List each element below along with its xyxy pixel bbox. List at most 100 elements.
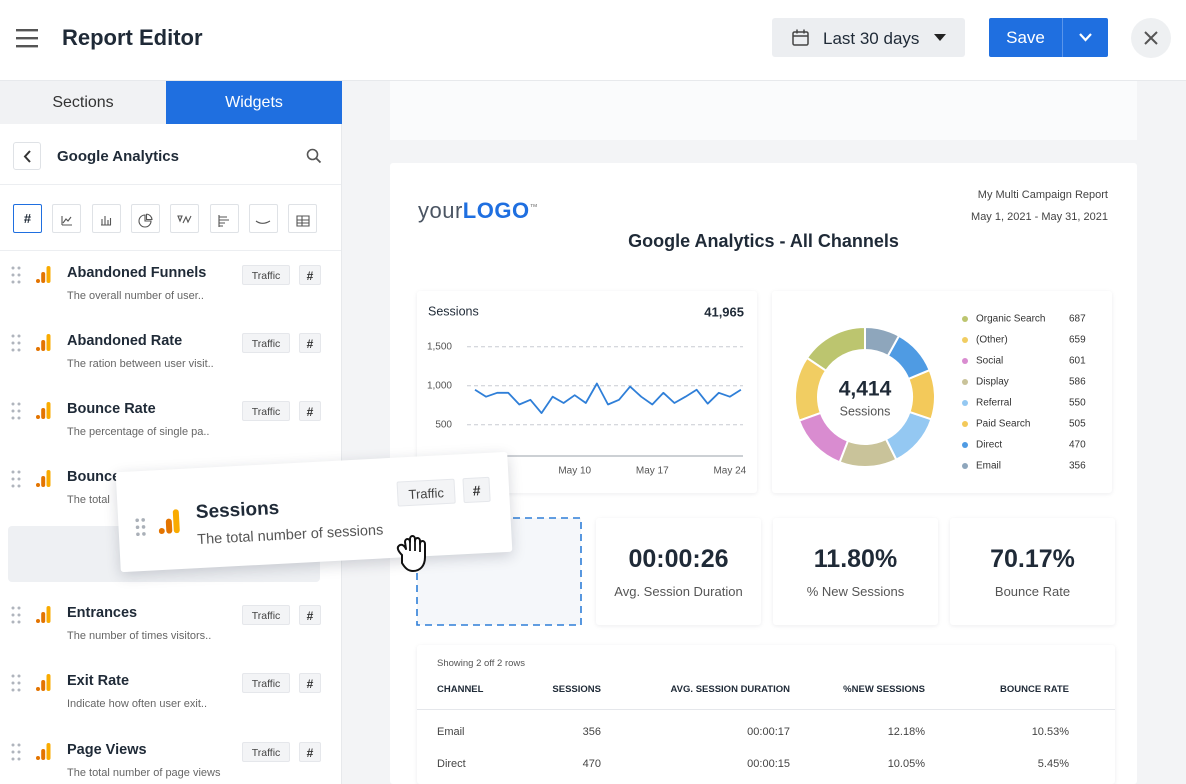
bars (36, 470, 51, 487)
widget-type-button[interactable] (91, 204, 121, 233)
type-icon (296, 215, 310, 227)
bars (36, 674, 51, 691)
y-tick-label: 1,000 (427, 380, 452, 391)
tab[interactable]: Sections (0, 81, 166, 124)
widget-tag: Traffic (242, 605, 290, 625)
widget-title: Page Views (67, 742, 147, 758)
legend-label: Paid Search (976, 419, 1030, 430)
column-header: CHANNEL (437, 684, 484, 695)
analytics-icon (158, 509, 180, 534)
widget-type-button[interactable] (248, 204, 278, 233)
search-icon[interactable] (306, 148, 322, 164)
separator (0, 184, 341, 185)
legend-swatch (962, 400, 968, 406)
previous-section (390, 81, 1137, 140)
drag-handle (11, 402, 21, 420)
widget-title: Sessions (195, 497, 280, 524)
bars (36, 743, 51, 760)
donut-slice (864, 325, 901, 358)
date-range-label: Last 30 days (823, 29, 920, 48)
analytics-icon (36, 402, 51, 419)
widget-type-toolbar: # (0, 204, 341, 234)
legend-value: 601 (1069, 356, 1086, 367)
close-icon (1144, 31, 1158, 45)
channels-table: Showing 2 off 2 rows CHANNEL SESSIONS AVG.… (417, 645, 1115, 784)
save-label: Save (1006, 28, 1045, 47)
bars (36, 606, 51, 623)
widget-description: The overall number of user.. (67, 290, 204, 302)
dots (11, 743, 21, 761)
legend-label: Direct (976, 440, 1002, 451)
legend-swatch (962, 463, 968, 469)
drag-handle (11, 606, 21, 624)
donut-slice (794, 356, 828, 422)
table-cell: 12.18% (887, 726, 925, 738)
dragged-widget[interactable]: Sessions The total number of sessions Tr… (115, 451, 513, 573)
widget-type-button[interactable] (52, 204, 82, 233)
icon-holder (59, 211, 75, 227)
report-date-range: May 1, 2021 - May 31, 2021 (971, 211, 1108, 223)
drag-handle (11, 334, 21, 352)
donut-total: 4,414 (839, 378, 892, 401)
widget-description: The total number of page views (67, 767, 221, 779)
drag-handle (11, 743, 21, 761)
drag-handle (135, 518, 146, 537)
widget-type-button[interactable] (170, 204, 200, 233)
legend-label: Referral (976, 398, 1012, 409)
legend-swatch (962, 379, 968, 385)
table-cell: 10.53% (1031, 726, 1069, 738)
sessions-chart: Sessions 41,965 500 1,000 1,500 May 10 May 1… (427, 304, 747, 477)
icon-holder (137, 211, 153, 228)
back-button[interactable] (13, 142, 41, 170)
widget-title: Abandoned Rate (67, 333, 183, 349)
widget-badge: # (299, 605, 321, 625)
top-bar: Report Editor Last 30 days Save (0, 0, 1186, 81)
dots (11, 606, 21, 624)
dots (11, 266, 21, 284)
widget-badge: # (299, 401, 321, 421)
analytics-icon (36, 470, 51, 487)
x-tick-label: May 24 (713, 466, 746, 477)
analytics-icon (36, 606, 51, 623)
legend-value: 550 (1069, 398, 1086, 409)
widget-badge: # (299, 673, 321, 693)
table-cell: 5.45% (1037, 758, 1069, 770)
page-title: Report Editor (62, 25, 203, 50)
column-header: AVG. SESSION DURATION (670, 684, 790, 695)
widget-type-button[interactable] (288, 204, 318, 233)
donut-slice (884, 410, 933, 461)
donut-center-label: Sessions (840, 404, 891, 418)
widget-description: The total (67, 494, 110, 506)
drag-handle (11, 266, 21, 284)
column-header: %NEW SESSIONS (843, 684, 925, 695)
tab-active[interactable]: Widgets (166, 81, 342, 124)
y-tick-label: 1,500 (427, 341, 452, 352)
widget-badge: # (462, 476, 491, 504)
widget-type-button[interactable] (209, 204, 239, 233)
analytics-icon (36, 266, 51, 283)
caret (934, 34, 946, 41)
dots (11, 334, 21, 352)
widget-type-button[interactable] (130, 204, 160, 233)
menu-icon[interactable] (16, 29, 38, 48)
legend-label: (Other) (976, 335, 1008, 346)
column-header: BOUNCE RATE (1000, 684, 1069, 695)
icon-holder (216, 211, 232, 227)
x-tick-label: May 17 (636, 466, 669, 477)
save-menu-chevron[interactable] (1079, 33, 1092, 42)
widget-tag: Traffic (242, 742, 290, 762)
widget-type-active[interactable]: # (13, 204, 42, 233)
date-range-button[interactable]: Last 30 days (772, 18, 965, 57)
widget-title: Exit Rate (67, 673, 130, 689)
widget-tag: Traffic (242, 673, 290, 693)
table-cell: 00:00:15 (747, 758, 790, 770)
close-button[interactable] (1131, 18, 1171, 58)
y-tick-label: 500 (435, 419, 452, 430)
widget-description: The total number of sessions (196, 522, 384, 549)
save-button[interactable]: Save (989, 18, 1108, 57)
bars (36, 266, 51, 283)
legend-swatch (962, 442, 968, 448)
divider (1062, 18, 1063, 57)
kpi-value: 70.17% (990, 545, 1075, 573)
chart-title: Sessions (428, 304, 479, 318)
